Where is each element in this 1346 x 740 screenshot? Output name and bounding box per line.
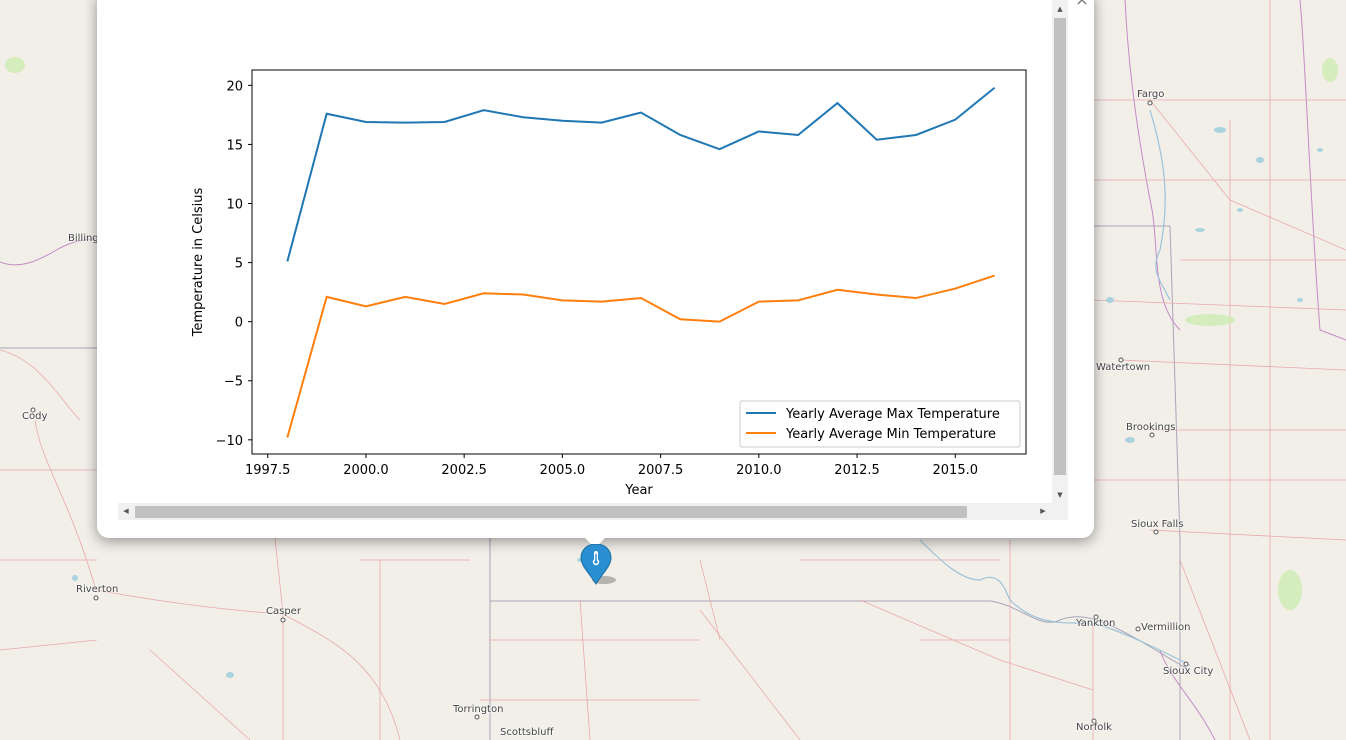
y-tick-label: −5 [224, 375, 243, 390]
y-tick-label: 10 [226, 198, 243, 213]
scroll-down-arrow-icon[interactable]: ▼ [1057, 491, 1063, 499]
city-label-yankton: Yankton [1076, 618, 1116, 629]
city-label-watertown: Watertown [1096, 362, 1151, 373]
x-tick-label: 2002.5 [441, 463, 487, 478]
y-axis-label: Temperature in Celsius [191, 188, 206, 338]
city-label-norfolk: Norfolk [1076, 722, 1112, 733]
x-tick-label: 2012.5 [834, 463, 880, 478]
y-tick-label: 0 [235, 316, 243, 331]
plot-area [251, 69, 1027, 455]
scroll-right-arrow-icon[interactable]: ▶ [1040, 507, 1046, 515]
x-tick-label: 2005.0 [540, 463, 586, 478]
x-axis-label: Year [624, 483, 653, 498]
city-label-scottsbluff: Scottsbluff [500, 727, 554, 738]
y-tick-label: 5 [235, 257, 243, 272]
city-label-riverton: Riverton [76, 584, 119, 595]
y-tick-label: 20 [226, 79, 243, 94]
x-tick-label: 2010.0 [736, 463, 782, 478]
city-label-fargo: Fargo [1137, 89, 1165, 100]
y-tick-label: 15 [226, 138, 243, 153]
series-lines [286, 86, 996, 438]
map-marker[interactable] [580, 544, 620, 588]
city-label-cody: Cody [22, 411, 48, 422]
temperature-chart: 1997.5 2000.0 2002.5 2005.0 2007.5 2010.0 2012… [191, 69, 1027, 498]
horizontal-scrollbar[interactable]: ◀ ▶ [118, 503, 1068, 520]
city-label-sioux-city: Sioux City [1163, 666, 1214, 677]
city-label-billing: Billing [68, 233, 99, 244]
scroll-up-arrow-icon[interactable]: ▲ [1057, 5, 1063, 13]
x-tick-label: 2007.5 [638, 463, 684, 478]
horizontal-scroll-thumb[interactable] [135, 506, 967, 518]
legend: Yearly Average Max Temperature Yearly Av… [739, 400, 1021, 448]
city-label-sioux-falls: Sioux Falls [1131, 519, 1184, 530]
close-popup-button[interactable]: × [1074, 0, 1090, 8]
x-axis: 1997.5 2000.0 2002.5 2005.0 2007.5 2010.0 2012… [245, 454, 978, 478]
city-label-vermillion: Vermillion [1141, 622, 1191, 633]
x-tick-label: 2015.0 [933, 463, 979, 478]
city-label-torrington: Torrington [453, 704, 504, 715]
y-axis: 20 15 10 5 0 −5 −10 [216, 79, 252, 449]
vertical-scroll-thumb[interactable] [1054, 18, 1066, 475]
y-tick-label: −10 [216, 434, 243, 449]
x-tick-label: 1997.5 [245, 463, 291, 478]
x-tick-label: 2000.0 [343, 463, 389, 478]
legend-label-max: Yearly Average Max Temperature [785, 407, 1000, 422]
legend-box [739, 400, 1021, 448]
thermometer-icon [592, 551, 600, 566]
legend-label-min: Yearly Average Min Temperature [785, 427, 996, 442]
vertical-scrollbar[interactable]: ▲ ▼ [1052, 0, 1068, 503]
scroll-left-arrow-icon[interactable]: ◀ [123, 507, 129, 515]
city-label-casper: Casper [266, 606, 301, 617]
city-label-brookings: Brookings [1126, 422, 1176, 433]
